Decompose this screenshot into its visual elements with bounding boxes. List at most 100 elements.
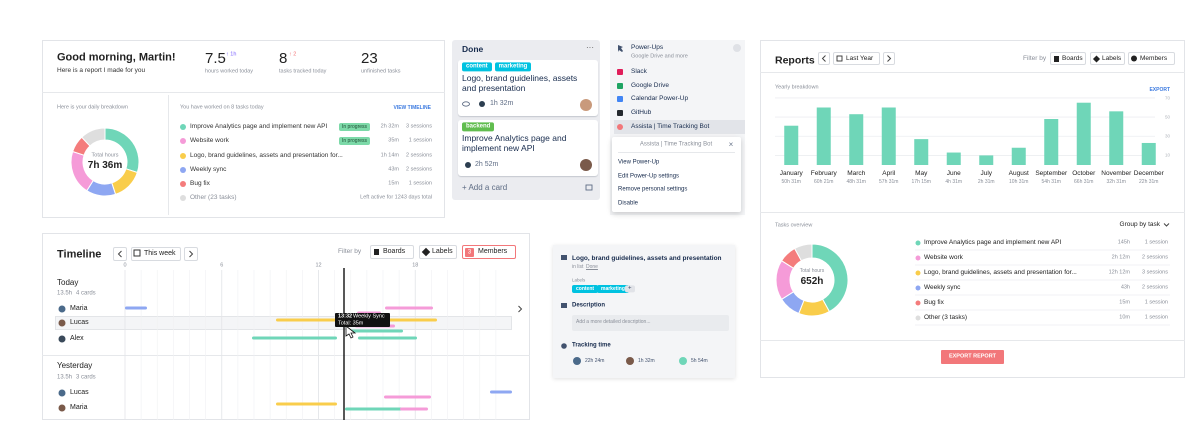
prev-button[interactable]: [818, 52, 830, 65]
task-sessions: 1 session: [1144, 314, 1168, 321]
menu-item[interactable]: View Power-Up: [618, 159, 660, 166]
next-button[interactable]: [883, 52, 895, 65]
card-label: content: [572, 285, 599, 293]
greeting: Good morning, Martin!: [57, 51, 176, 64]
tooltip-total: Total: 35m: [338, 320, 364, 327]
session-bar: [125, 306, 147, 310]
month-total: 32h 31m: [1106, 179, 1126, 185]
menu-item[interactable]: Calendar Power-Up: [631, 95, 689, 103]
list-menu[interactable]: ···: [586, 43, 594, 53]
section-title: You have worked on 8 tasks today: [180, 104, 264, 111]
task-name: Bug fix: [190, 180, 210, 188]
menu-item[interactable]: Disable: [618, 200, 639, 207]
subtitle: Here is a report I made for you: [57, 67, 146, 75]
card-time: 1h 32m: [490, 99, 514, 107]
filter-option[interactable]: Labels: [432, 247, 453, 255]
menu-item[interactable]: Google Drive: [631, 82, 669, 90]
menu-item[interactable]: Slack: [631, 68, 647, 76]
boards-button[interactable]: [370, 245, 414, 259]
card-label: marketing: [597, 285, 629, 293]
menu-item[interactable]: Assista | Time Tracking Bot: [631, 123, 710, 131]
x-tick-label: July: [980, 170, 993, 178]
donut-segment: [811, 243, 849, 313]
filter-option[interactable]: Members: [478, 247, 508, 255]
session-bar: [385, 306, 433, 310]
x-tick-label: February: [810, 170, 837, 178]
bar: [881, 107, 896, 165]
group-name: Yesterday: [57, 361, 93, 371]
avatar: [626, 357, 634, 365]
menu-item[interactable]: Edit Power-Up settings: [618, 173, 680, 180]
members-count: 3: [467, 248, 472, 255]
add-card[interactable]: + Add a card: [462, 183, 508, 193]
export-button-label[interactable]: EXPORT REPORT: [948, 353, 997, 360]
x-tick-label: December: [1133, 170, 1164, 178]
members-button[interactable]: [462, 245, 516, 259]
tracked-time: 5h 54m: [691, 358, 708, 364]
filter-option[interactable]: Boards: [1062, 54, 1083, 62]
template-icon: [585, 184, 593, 191]
x-tick-label: June: [946, 170, 961, 178]
filter-option[interactable]: Members: [1140, 54, 1168, 62]
list-title: Done: [462, 43, 484, 54]
labels-button[interactable]: [1090, 52, 1125, 65]
y-tick-label: 30: [1164, 133, 1170, 139]
month-total: 57h 31m: [879, 179, 899, 185]
session-bar: [384, 395, 431, 399]
avatar: [58, 319, 66, 327]
badge: [733, 44, 741, 52]
count-badge: [465, 248, 474, 257]
task-time: 2h 12m: [1111, 254, 1130, 261]
month-total: 4h 31m: [945, 179, 963, 185]
reports-card: [760, 40, 1185, 378]
description-input[interactable]: [572, 315, 729, 331]
close-button[interactable]: ×: [728, 140, 734, 150]
period-button[interactable]: [131, 247, 181, 261]
period-button[interactable]: [833, 52, 880, 65]
task-note: Left active for 1243 days total: [360, 194, 432, 201]
month-total: 22h 31m: [1139, 179, 1159, 185]
card-label: marketing: [494, 62, 532, 72]
task-time: 43m: [388, 166, 399, 173]
task-name: Improve Analytics page and implement new…: [924, 239, 1062, 247]
members-button[interactable]: [1128, 52, 1175, 65]
card-label: backend: [462, 122, 495, 132]
task-time: 12h 12m: [1108, 269, 1130, 276]
filter-option[interactable]: Labels: [1102, 54, 1122, 62]
filter-label: Filter by: [1023, 55, 1047, 63]
task-name: Other (3 tasks): [924, 314, 967, 322]
add-label[interactable]: +: [625, 285, 635, 293]
member-name: Maria: [70, 403, 88, 411]
session-bar: [346, 329, 403, 333]
chart-title: Yearly breakdown: [775, 84, 819, 91]
export-link[interactable]: EXPORT: [1149, 87, 1170, 93]
link[interactable]: VIEW TIMELINE: [393, 105, 432, 111]
section-heading: Description: [572, 302, 606, 309]
tooltip-task: Weekly Sync: [353, 313, 385, 320]
task-dot: [180, 153, 186, 159]
export-button[interactable]: [941, 350, 1004, 364]
task-time: 2h 32m: [380, 123, 399, 130]
filter-option[interactable]: Boards: [383, 247, 406, 255]
group-by[interactable]: Group by task: [1119, 221, 1160, 229]
list-link[interactable]: Done: [586, 264, 598, 270]
task-dot: [180, 167, 186, 173]
task-sessions: 2 sessions: [406, 152, 432, 159]
prev-button[interactable]: [113, 247, 127, 261]
stat-label: unfinished tasks: [361, 68, 401, 75]
menu-item[interactable]: Remove personal settings: [618, 186, 688, 193]
avatar: [679, 357, 687, 365]
menu-item[interactable]: GitHub: [631, 109, 652, 117]
placeholder: Add a more detailed description...: [576, 319, 651, 325]
labels-button[interactable]: [419, 245, 457, 259]
member-icon: [1131, 55, 1137, 62]
month-total: 17h 15m: [911, 179, 931, 185]
app-icon: [617, 69, 623, 75]
task-name: Weekly sync: [190, 166, 227, 174]
stat-value: 8: [279, 50, 288, 67]
task-dot: [915, 240, 921, 246]
next-button[interactable]: [184, 247, 198, 261]
app-icon: [617, 110, 623, 116]
task-dot: [915, 315, 921, 321]
bar: [849, 114, 864, 165]
